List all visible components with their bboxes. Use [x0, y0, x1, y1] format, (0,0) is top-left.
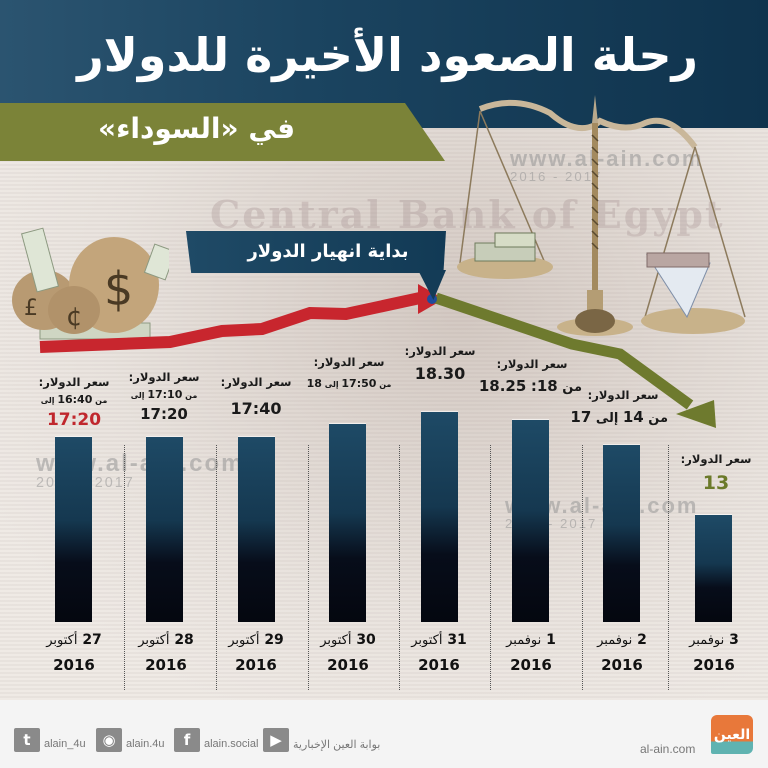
- price-value: 17:20: [140, 405, 188, 423]
- money-bags-icon: $ ¢ £: [12, 227, 169, 340]
- price-value: 18.30: [414, 364, 466, 383]
- bar-label-30-oct: سعر الدولار: من 17:50 إلى 18: [304, 355, 394, 390]
- date-27-oct: 27 أكتوبر 2016: [46, 632, 102, 674]
- svg-text:$: $: [104, 262, 133, 316]
- bar-3-nov: [695, 515, 732, 622]
- bar-2-nov: [603, 445, 640, 622]
- date-1-nov: 1 نوفمبر 2016: [506, 632, 556, 674]
- facebook-handle: alain.social: [204, 738, 259, 750]
- column-divider: [582, 445, 583, 690]
- twitter-handle: alain_4u: [44, 738, 86, 750]
- date-29-oct: 29 أكتوبر 2016: [228, 632, 284, 674]
- subtitle-ribbon: [0, 103, 445, 161]
- bar-29-oct: [238, 437, 275, 622]
- balance-scale-icon: [457, 95, 746, 336]
- column-divider: [668, 445, 669, 690]
- bar-label-1-nov: سعر الدولار: من 18: 18.25: [478, 357, 582, 395]
- bar-31-oct: [421, 412, 458, 622]
- price-caption: سعر الدولار:: [680, 452, 752, 466]
- footer: [0, 700, 768, 768]
- bar-label-3-nov: سعر الدولار: 13: [676, 452, 756, 494]
- column-divider: [490, 445, 491, 690]
- date-30-oct: 30 أكتوبر 2016: [320, 632, 376, 674]
- price-caption: سعر الدولار:: [38, 375, 110, 389]
- price-caption: سعر الدولار:: [496, 357, 568, 371]
- price-value: 17:20: [46, 410, 102, 430]
- page-title: رحلة الصعود الأخيرة للدولار: [77, 28, 698, 82]
- column-divider: [399, 445, 400, 690]
- bar-label-2-nov: سعر الدولار: من 14 إلى 17: [570, 388, 668, 426]
- bar-label-27-oct: سعر الدولار: من 16:40 إلى 17:20: [34, 375, 114, 430]
- price-caption: سعر الدولار:: [404, 344, 476, 358]
- svg-text:¢: ¢: [66, 302, 83, 332]
- date-28-oct: 28 أكتوبر 2016: [138, 632, 194, 674]
- al-ain-logo: العين: [711, 715, 753, 754]
- instagram-link[interactable]: ◉ alain.4u: [96, 728, 165, 752]
- instagram-handle: alain.4u: [126, 738, 165, 750]
- price-range: من 17:10 إلى: [130, 388, 198, 401]
- price-caption: سعر الدولار:: [587, 388, 659, 402]
- bar-label-28-oct: سعر الدولار: من 17:10 إلى 17:20: [124, 370, 204, 423]
- youtube-link[interactable]: ▶ بوابة العين الإخبارية: [263, 728, 380, 752]
- youtube-channel: بوابة العين الإخبارية: [293, 738, 381, 751]
- bar-1-nov: [512, 420, 549, 622]
- price-range: من 14 إلى 17: [570, 408, 668, 426]
- column-divider: [308, 445, 309, 690]
- price-value: 17:40: [230, 399, 282, 418]
- date-3-nov: 3 نوفمبر 2016: [689, 632, 739, 674]
- price-range: من 17:50 إلى 18: [306, 377, 392, 390]
- bar-label-29-oct: سعر الدولار: 17:40: [216, 375, 296, 418]
- facebook-link[interactable]: f alain.social: [174, 728, 258, 752]
- twitter-link[interactable]: t alain_4u: [14, 728, 86, 752]
- site-url[interactable]: al-ain.com: [640, 742, 696, 756]
- instagram-icon: ◉: [96, 728, 122, 752]
- callout-box: [186, 231, 446, 273]
- price-caption: سعر الدولار:: [313, 355, 385, 369]
- twitter-icon: t: [14, 728, 40, 752]
- bar-28-oct: [146, 437, 183, 622]
- callout-text: بداية انهيار الدولار: [247, 241, 409, 262]
- column-divider: [216, 445, 217, 690]
- bar-27-oct: [55, 437, 92, 622]
- date-2-nov: 2 نوفمبر 2016: [597, 632, 647, 674]
- price-caption: سعر الدولار:: [128, 370, 200, 384]
- page-subtitle: في «السوداء»: [98, 112, 296, 145]
- date-31-oct: 31 أكتوبر 2016: [411, 632, 467, 674]
- youtube-icon: ▶: [263, 728, 289, 752]
- column-divider: [124, 445, 125, 690]
- price-range: من 18: 18.25: [478, 377, 582, 395]
- bar-label-31-oct: سعر الدولار: 18.30: [400, 344, 480, 383]
- price-range: من 16:40 إلى: [40, 393, 108, 406]
- svg-text:£: £: [24, 296, 38, 321]
- facebook-icon: f: [174, 728, 200, 752]
- bar-30-oct: [329, 424, 366, 622]
- price-value: 13: [702, 472, 730, 494]
- price-caption: سعر الدولار:: [220, 375, 292, 389]
